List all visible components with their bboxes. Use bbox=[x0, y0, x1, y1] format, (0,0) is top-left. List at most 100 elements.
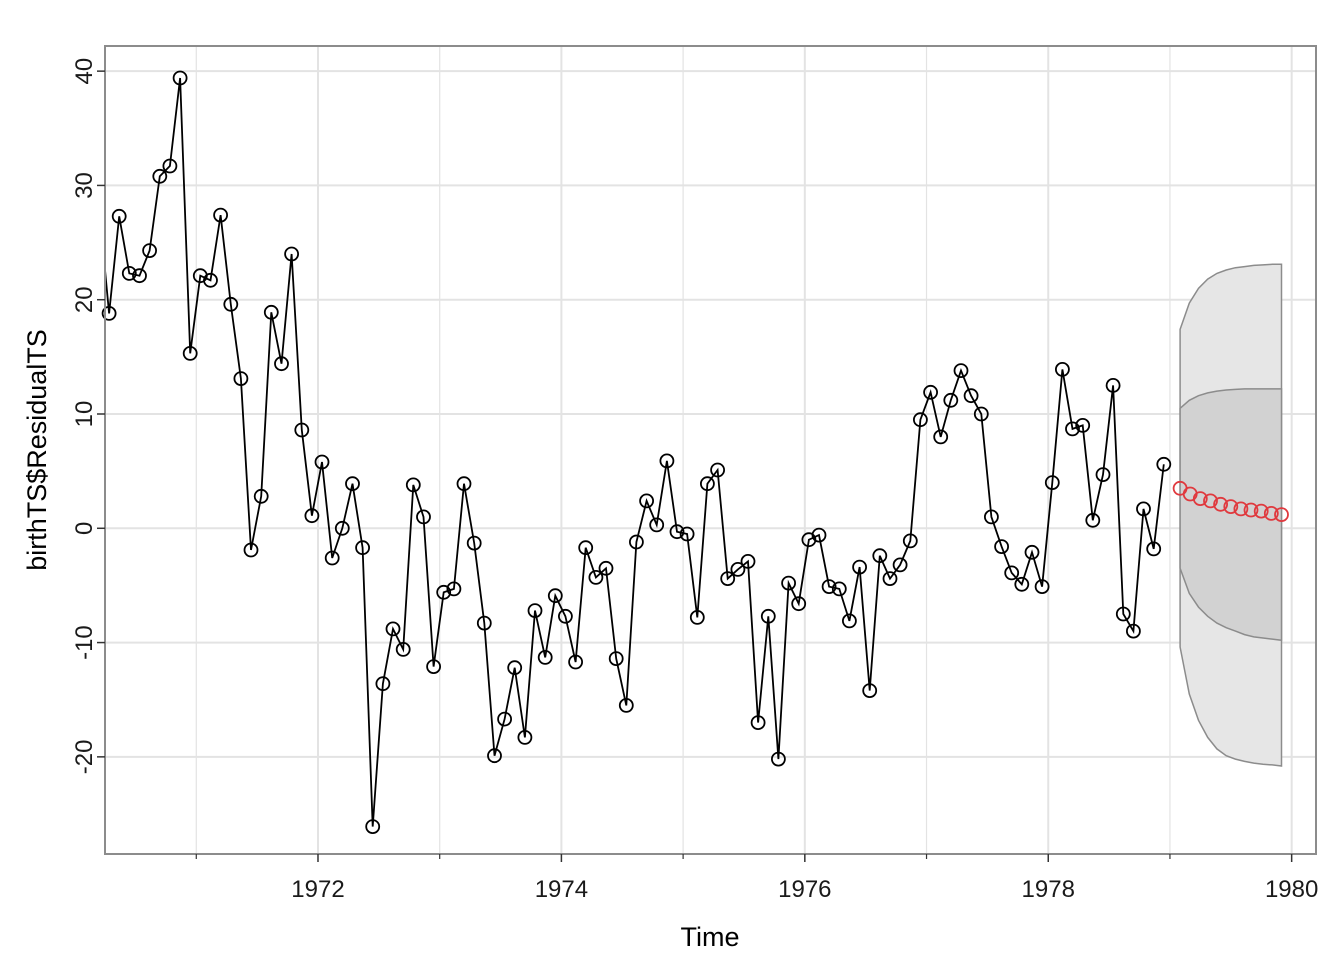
observed-point bbox=[324, 550, 340, 566]
observed-point bbox=[771, 751, 786, 767]
observed-point bbox=[1075, 417, 1091, 433]
observed-point bbox=[466, 535, 482, 551]
observed-point bbox=[263, 304, 279, 320]
x-axis-title: Time bbox=[681, 922, 740, 952]
observed-point bbox=[1085, 512, 1101, 528]
observed-point bbox=[892, 557, 908, 573]
observed-point bbox=[649, 517, 665, 533]
plot-frame bbox=[104, 45, 1317, 855]
observed-point bbox=[973, 406, 989, 422]
observed-point bbox=[385, 621, 401, 637]
observed-point bbox=[578, 540, 594, 556]
observed-point bbox=[760, 608, 776, 624]
x-tick-label: 1972 bbox=[291, 876, 344, 903]
observed-point bbox=[629, 534, 644, 550]
observed-point bbox=[811, 527, 827, 543]
observed-point bbox=[517, 730, 533, 745]
observed-point bbox=[1014, 576, 1030, 592]
observed-point bbox=[558, 608, 573, 624]
observed-point bbox=[223, 296, 239, 312]
observed-point bbox=[537, 650, 553, 665]
observed-point bbox=[1126, 623, 1141, 639]
observed-point bbox=[923, 384, 938, 400]
observed-point bbox=[618, 698, 634, 713]
observed-point bbox=[689, 610, 705, 625]
observed-point bbox=[1136, 501, 1151, 517]
observed-line bbox=[104, 77, 1165, 827]
y-tick-label: 40 bbox=[71, 58, 98, 85]
observed-point bbox=[1004, 565, 1020, 581]
observed-point bbox=[872, 548, 888, 564]
observed-point bbox=[953, 363, 969, 379]
observed-point bbox=[984, 509, 999, 525]
observed-point bbox=[791, 596, 807, 612]
observed-point bbox=[700, 476, 715, 492]
observed-point bbox=[132, 268, 147, 284]
observed-point bbox=[821, 579, 837, 594]
observed-point bbox=[1044, 475, 1060, 491]
y-tick-label: -20 bbox=[71, 740, 98, 775]
observed-point bbox=[416, 509, 431, 525]
observed-point bbox=[1024, 544, 1040, 560]
axes: 1972 1974 1976 1978 1980 -20 -10 0 10 20 30 40 bbox=[71, 58, 1318, 903]
observed-point bbox=[659, 453, 675, 469]
observed-point bbox=[1146, 541, 1162, 557]
observed-point bbox=[882, 571, 898, 586]
x-tick-label: 1978 bbox=[1022, 876, 1075, 903]
observed-point bbox=[669, 524, 685, 540]
observed-point bbox=[345, 476, 360, 492]
observed-point bbox=[831, 581, 847, 597]
observed-point bbox=[487, 748, 502, 764]
observed-point bbox=[994, 539, 1009, 554]
forecast-point bbox=[1203, 493, 1218, 509]
observed-point bbox=[1095, 467, 1111, 483]
forecast-series bbox=[1172, 480, 1289, 522]
observed-point bbox=[405, 477, 421, 493]
observed-point bbox=[547, 588, 563, 604]
observed-point bbox=[152, 168, 168, 184]
observed-point bbox=[274, 356, 289, 372]
observed-point bbox=[355, 540, 371, 556]
observed-point bbox=[852, 559, 867, 575]
observed-point bbox=[913, 412, 928, 428]
observed-point bbox=[639, 493, 654, 509]
observed-point bbox=[213, 207, 229, 223]
observed-point bbox=[679, 526, 695, 542]
observed-point bbox=[1115, 606, 1131, 622]
x-tick-label: 1980 bbox=[1265, 876, 1318, 903]
x-tick-label: 1974 bbox=[535, 876, 588, 903]
observed-point bbox=[426, 659, 442, 674]
observed-point bbox=[284, 246, 300, 262]
observed-point bbox=[933, 429, 949, 445]
observed-point bbox=[1105, 377, 1121, 393]
observed-point bbox=[527, 603, 543, 618]
observed-point bbox=[243, 542, 259, 558]
observed-point bbox=[902, 533, 918, 549]
observed-point bbox=[334, 520, 350, 536]
observed-point bbox=[101, 305, 117, 321]
observed-point bbox=[740, 554, 756, 569]
observed-point bbox=[730, 562, 746, 577]
observed-point bbox=[375, 676, 391, 692]
forecast-point bbox=[1233, 501, 1249, 517]
observed-point bbox=[1034, 579, 1050, 594]
forecast-point bbox=[1274, 507, 1289, 522]
forecast-point bbox=[1253, 503, 1269, 519]
observed-point bbox=[162, 158, 178, 174]
y-tick-label: 10 bbox=[71, 401, 98, 428]
observed-point bbox=[294, 422, 310, 438]
observed-point bbox=[395, 642, 411, 657]
observed-point bbox=[497, 711, 513, 727]
observed-point bbox=[1156, 456, 1172, 472]
observed-point bbox=[172, 70, 188, 86]
band-80 bbox=[1179, 388, 1283, 642]
observed-point bbox=[304, 508, 320, 524]
observed-point bbox=[436, 584, 452, 600]
prediction-intervals bbox=[1179, 263, 1283, 767]
observed-point bbox=[963, 388, 979, 404]
observed-point bbox=[588, 570, 604, 585]
x-tick-label: 1976 bbox=[778, 876, 831, 903]
forecast-point bbox=[1213, 496, 1228, 512]
